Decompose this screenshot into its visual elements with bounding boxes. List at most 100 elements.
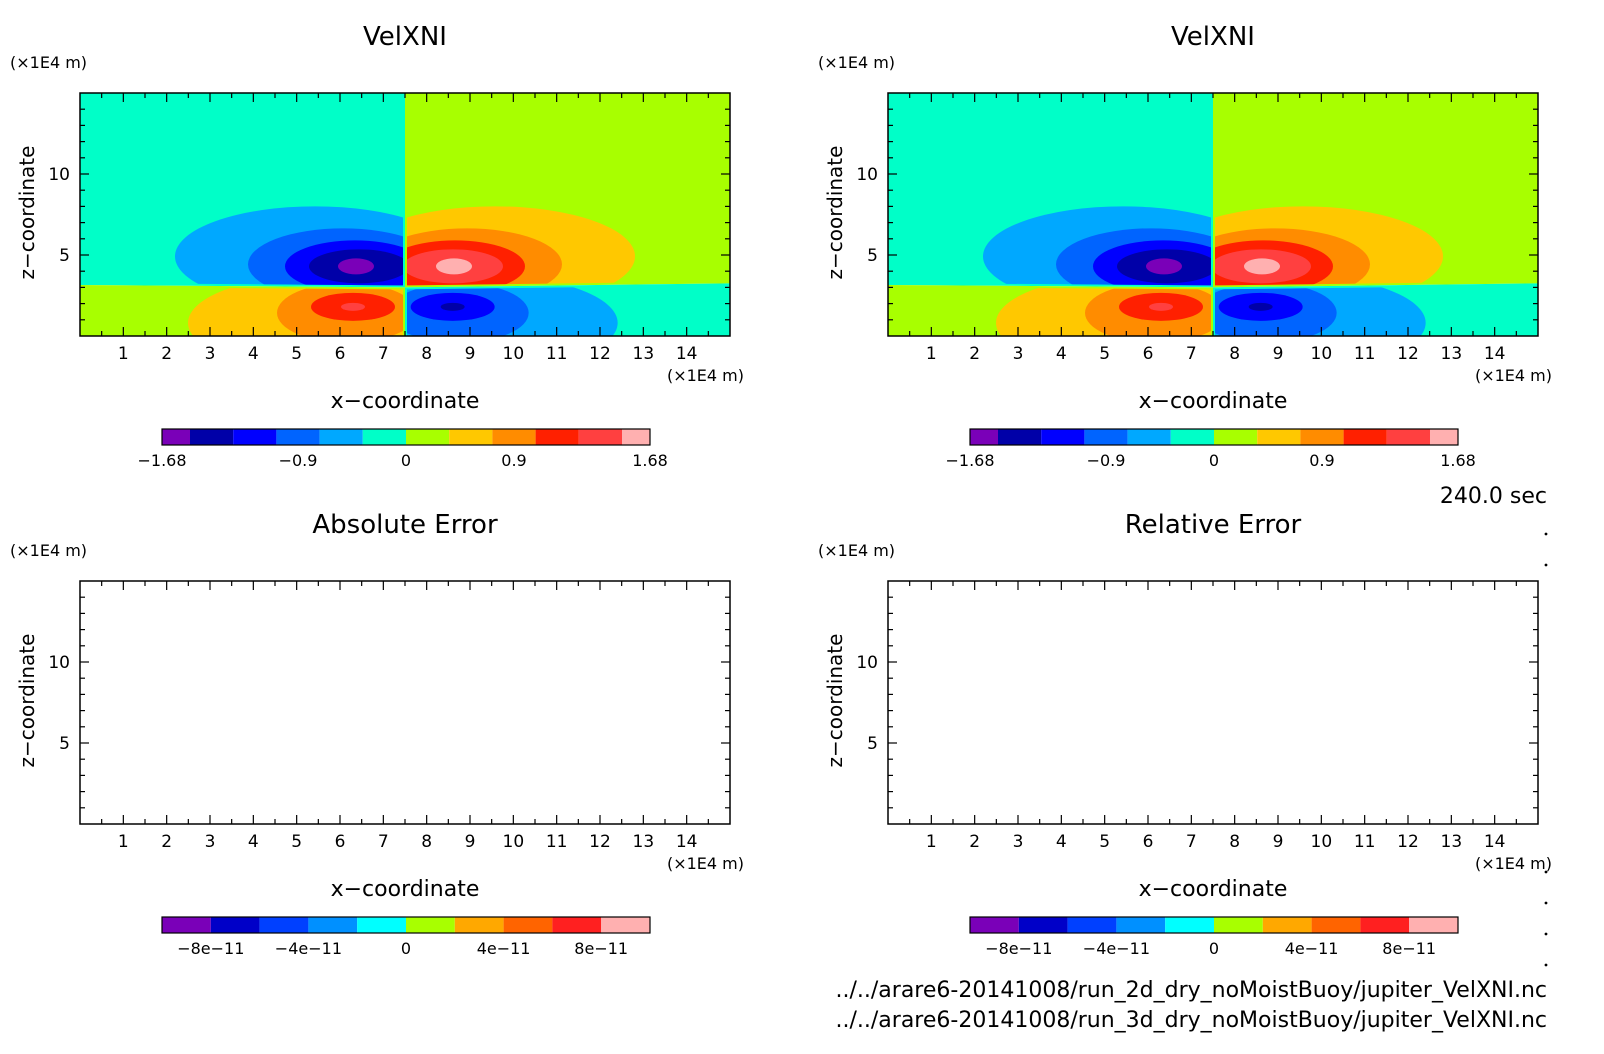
- colorbar-swatch: [319, 429, 363, 445]
- x-tick-label: 7: [1186, 832, 1197, 852]
- y-unit-label: (×1E4 m): [10, 53, 87, 72]
- colorbar: −1.68 −0.9 0 0.9 1.68: [137, 428, 668, 470]
- positive-cell-lower-contour-3: [341, 302, 365, 311]
- x-tick-label: 1: [926, 832, 937, 852]
- positive-cell-upper: [1215, 206, 1443, 286]
- x-tick-label: 14: [1484, 344, 1506, 364]
- colorbar-tick-label: −4e−11: [1083, 939, 1150, 958]
- colorbar-swatch: [1360, 917, 1410, 933]
- colorbar-swatch: [601, 917, 650, 933]
- x-tick-label: 3: [1013, 832, 1024, 852]
- x-tick-label: 5: [1099, 344, 1110, 364]
- panel-relative-error: Relative Error(×1E4 m)1 2 3 4 5 6 7 8 9 10 11 12 13 1…: [818, 510, 1552, 958]
- colorbar-swatch: [1084, 429, 1128, 445]
- colorbar-swatch: [1165, 917, 1214, 933]
- colorbar-swatch: [1127, 429, 1171, 445]
- negative-cell-upper: [175, 206, 403, 286]
- colorbar-swatch: [308, 917, 358, 933]
- colorbar-swatch: [1409, 917, 1458, 933]
- x-tick-label: 11: [546, 344, 568, 364]
- footer-path-2: ../../arare6-20141008/run_3d_dry_noMoist…: [836, 1008, 1548, 1033]
- colorbar-swatch: [492, 429, 536, 445]
- colorbar-swatch: [1067, 917, 1117, 933]
- x-tick-label: 13: [633, 832, 655, 852]
- x-tick-label: 4: [1056, 344, 1067, 364]
- colorbar-swatch: [210, 917, 260, 933]
- colorbar-frame: [161, 916, 651, 934]
- field-layer: [888, 93, 1538, 336]
- colorbar-swatch: [578, 429, 622, 445]
- x-tick-label: 2: [969, 832, 980, 852]
- colorbar-swatch: [406, 917, 455, 933]
- panel-velxni-2d: VelXNI(×1E4 m)1 2 3 4 5 6 7 8 9 10 11 12 13 14510(×1E…: [10, 22, 744, 470]
- negative-cell-upper: [983, 206, 1211, 286]
- colorbar-swatch: [503, 917, 553, 933]
- y-tick-label: 10: [48, 653, 70, 673]
- margin-dots: [1544, 532, 1548, 967]
- positive-cell-upper-contour-4: [436, 258, 472, 275]
- y-tick-label: 10: [856, 653, 878, 673]
- colorbar-swatch: [1214, 429, 1258, 445]
- y-tick-label: 10: [856, 165, 878, 185]
- negative-cell-lower-contour-3: [1248, 302, 1273, 311]
- positive-cell-upper: [407, 206, 635, 286]
- x-tick-label: 8: [1229, 832, 1240, 852]
- y-tick-label: 5: [867, 246, 878, 266]
- colorbar-swatch: [535, 429, 579, 445]
- x-tick-label: 1: [926, 344, 937, 364]
- x-tick-label: 7: [378, 344, 389, 364]
- x-tick-label: 14: [676, 344, 698, 364]
- panel-velxni-3d: VelXNI(×1E4 m)1 2 3 4 5 6 7 8 9 10 11 12 13 14510(×1E…: [818, 22, 1552, 470]
- x-tick-label: 10: [503, 344, 525, 364]
- x-tick-label: 14: [1484, 832, 1506, 852]
- colorbar-swatch: [1430, 429, 1458, 445]
- colorbar-swatch: [276, 429, 320, 445]
- x-unit-label: (×1E4 m): [667, 854, 744, 873]
- colorbar-tick-label: 0.9: [501, 451, 526, 470]
- x-tick-label: 12: [1397, 832, 1419, 852]
- field-layer: [80, 93, 730, 336]
- y-tick-label: 5: [867, 734, 878, 754]
- colorbar-swatch: [162, 917, 211, 933]
- x-unit-label: (×1E4 m): [1475, 854, 1552, 873]
- colorbar-swatch: [449, 429, 493, 445]
- y-unit-label: (×1E4 m): [818, 53, 895, 72]
- colorbar-swatch: [190, 429, 234, 445]
- x-tick-label: 4: [248, 344, 259, 364]
- x-tick-label: 13: [633, 344, 655, 364]
- colorbar-swatch: [406, 429, 450, 445]
- colorbar-swatch: [1262, 917, 1312, 933]
- colorbar-swatch: [970, 429, 998, 445]
- x-tick-label: 11: [1354, 832, 1376, 852]
- x-unit-label: (×1E4 m): [1475, 366, 1552, 385]
- x-unit-label: (×1E4 m): [667, 366, 744, 385]
- y-axis-label: z−coordinate: [15, 146, 39, 280]
- colorbar-swatch: [162, 429, 190, 445]
- x-tick-label: 8: [421, 344, 432, 364]
- colorbar-tick-label: 8e−11: [1382, 939, 1436, 958]
- x-tick-label: 9: [1273, 832, 1284, 852]
- x-axis-label: x−coordinate: [1139, 877, 1288, 902]
- y-tick-label: 5: [59, 246, 70, 266]
- colorbar-tick-label: −8e−11: [985, 939, 1052, 958]
- colorbar-swatch: [552, 917, 602, 933]
- x-tick-label: 12: [1397, 344, 1419, 364]
- colorbar-tick-label: −8e−11: [177, 939, 244, 958]
- x-tick-label: 2: [969, 344, 980, 364]
- positive-cell-lower: [996, 286, 1211, 336]
- x-tick-label: 6: [335, 832, 346, 852]
- x-axis-label: x−coordinate: [331, 877, 480, 902]
- colorbar: −8e−11 −4e−11 0 4e−11 8e−11: [161, 916, 651, 958]
- x-tick-label: 5: [1099, 832, 1110, 852]
- x-tick-label: 9: [465, 832, 476, 852]
- colorbar-frame: [969, 916, 1459, 934]
- x-tick-label: 13: [1441, 832, 1463, 852]
- colorbar-swatch: [233, 429, 277, 445]
- x-tick-label: 11: [546, 832, 568, 852]
- y-unit-label: (×1E4 m): [10, 541, 87, 560]
- colorbar-swatch: [1041, 429, 1085, 445]
- colorbar-frame: [161, 428, 651, 446]
- x-tick-label: 12: [589, 344, 611, 364]
- plot-frame: [887, 580, 1539, 825]
